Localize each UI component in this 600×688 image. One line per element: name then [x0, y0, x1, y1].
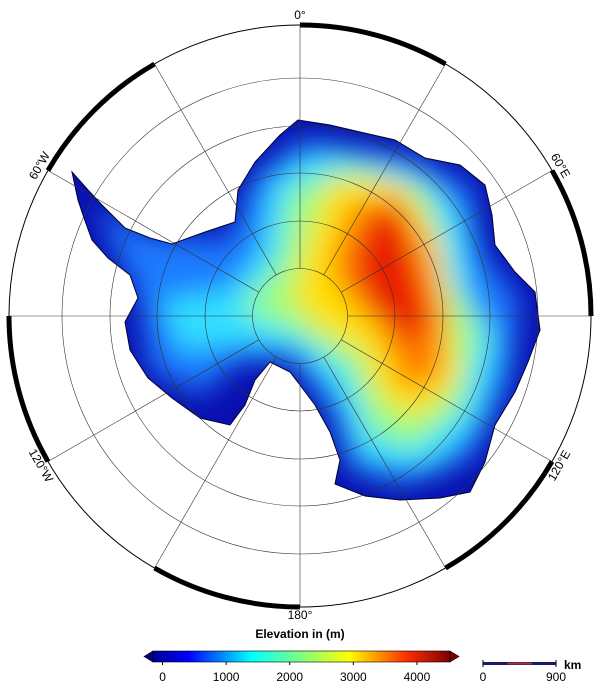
- meridian-label: 0°: [294, 8, 306, 22]
- meridian: [340, 170, 553, 293]
- scale-unit: km: [564, 658, 581, 672]
- meridian: [323, 356, 446, 569]
- colorbar-tick-label: 2000: [276, 670, 303, 683]
- scale-tick-label: 900: [546, 670, 566, 683]
- colorbar: 0 1000 2000 3000 4000: [143, 650, 460, 684]
- frame-checker: [6, 22, 594, 610]
- colorbar-tick-label: 0: [159, 670, 166, 683]
- colorbar-tick-label: 1000: [213, 670, 240, 683]
- meridian-label: 180°: [288, 608, 313, 622]
- colorbar-tick-label: 3000: [340, 670, 367, 683]
- scale-bar-segment: [507, 662, 532, 665]
- meridian: [47, 170, 260, 293]
- frame-segment: [153, 565, 301, 610]
- meridian-label: 60°E: [548, 151, 573, 181]
- meridian: [47, 339, 260, 462]
- frame-segment: [549, 169, 594, 317]
- colorbar-title: Elevation in (m): [255, 627, 344, 641]
- frame-segment: [444, 460, 555, 571]
- colorbar-ramp: [152, 650, 451, 663]
- meridian: [154, 356, 277, 569]
- graticule: [9, 25, 591, 607]
- colorbar-over: [449, 650, 460, 663]
- meridian: [154, 63, 277, 276]
- frame-segment: [45, 61, 156, 172]
- colorbar-under: [143, 650, 154, 663]
- scale-tick-label: 0: [480, 670, 487, 683]
- elevation-field: [72, 120, 540, 500]
- meridian: [340, 339, 553, 462]
- frame-segment: [299, 22, 447, 67]
- meridian: [323, 63, 446, 276]
- frame-segment: [6, 315, 51, 463]
- colorbar-tick-label: 4000: [404, 670, 431, 683]
- meridian-label: 120°W: [26, 446, 57, 485]
